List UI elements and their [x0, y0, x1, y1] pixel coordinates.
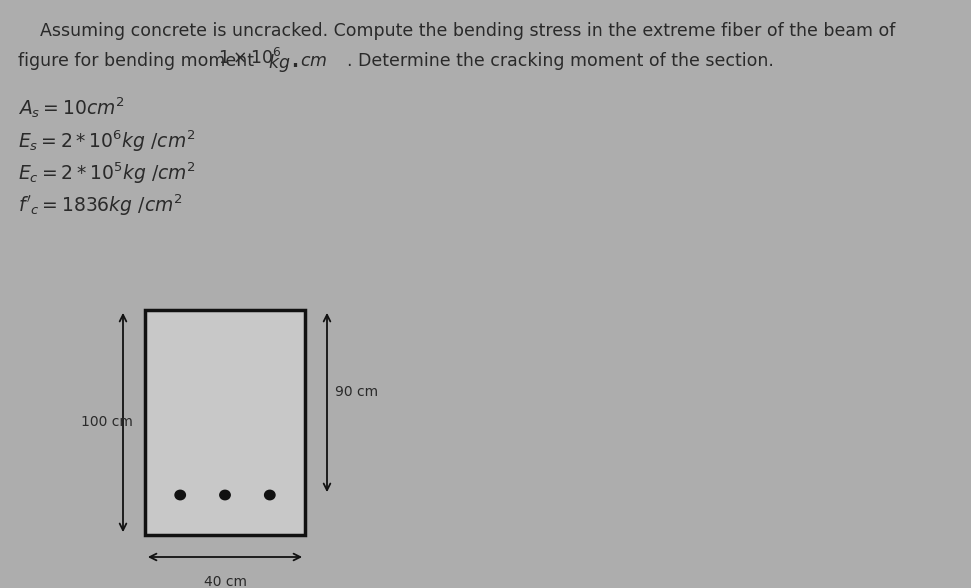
Ellipse shape [219, 490, 230, 500]
Text: $f'_c =1836kg\ /cm^2$: $f'_c =1836kg\ /cm^2$ [18, 192, 183, 218]
Text: $E_s =2*10^6kg\ /cm^2$: $E_s =2*10^6kg\ /cm^2$ [18, 128, 195, 153]
Text: $A_s =10cm^2$: $A_s =10cm^2$ [18, 95, 124, 120]
Text: 100 cm: 100 cm [81, 416, 133, 429]
Text: Assuming concrete is uncracked. Compute the bending stress in the extreme fiber : Assuming concrete is uncracked. Compute … [40, 22, 895, 40]
Text: figure for bending moment: figure for bending moment [18, 52, 265, 70]
Text: $1\times10^6$: $1\times10^6$ [218, 48, 282, 68]
Ellipse shape [265, 490, 275, 500]
Text: 40 cm: 40 cm [204, 575, 247, 588]
Text: $\mathit{cm}$: $\mathit{cm}$ [300, 52, 327, 70]
Text: 90 cm: 90 cm [335, 386, 378, 399]
Text: $\mathbf{.}$: $\mathbf{.}$ [291, 52, 298, 71]
Bar [145, 310, 305, 535]
Text: . Determine the cracking moment of the section.: . Determine the cracking moment of the s… [336, 52, 774, 70]
Text: $\mathit{kg}$: $\mathit{kg}$ [268, 52, 290, 74]
Ellipse shape [175, 490, 185, 500]
Text: $E_c =2*10^5kg\ /cm^2$: $E_c =2*10^5kg\ /cm^2$ [18, 160, 196, 185]
